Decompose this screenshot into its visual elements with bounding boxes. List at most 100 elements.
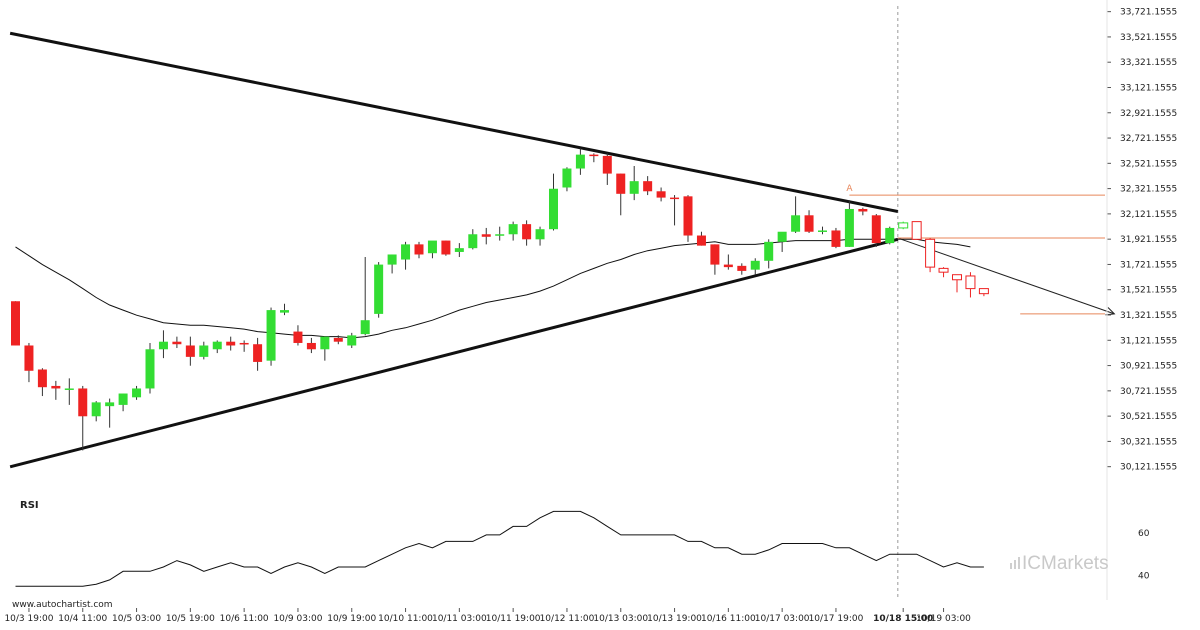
y-tick-label: 31,321.1555 xyxy=(1120,311,1177,321)
candle-body xyxy=(199,345,209,357)
candle-body xyxy=(804,215,814,232)
candle-body xyxy=(670,197,680,200)
candle xyxy=(629,166,639,201)
candle-body xyxy=(212,341,222,350)
moving-average-line xyxy=(15,238,971,339)
candle-body xyxy=(885,227,895,244)
candle-body xyxy=(791,215,801,232)
candle xyxy=(871,214,881,247)
candle xyxy=(212,340,222,354)
candle-body xyxy=(347,335,357,346)
candle xyxy=(64,378,74,405)
candle-body xyxy=(253,344,263,362)
candle-body xyxy=(387,254,397,265)
candle xyxy=(401,241,411,270)
candle-body xyxy=(629,181,639,194)
candle xyxy=(831,227,841,249)
trendline-resistance xyxy=(9,31,899,213)
trendline-support xyxy=(9,237,899,469)
candle-body xyxy=(508,224,518,235)
candle xyxy=(454,243,464,258)
candle-body xyxy=(185,345,195,357)
x-tick-label: 10/17 03:00 xyxy=(755,614,810,624)
candle xyxy=(965,272,976,298)
candle xyxy=(885,226,895,245)
candle xyxy=(522,220,532,246)
candle-body xyxy=(266,310,276,361)
candle xyxy=(737,263,747,275)
brand-logo: ICMarkets xyxy=(1010,553,1109,574)
candle-body xyxy=(158,341,168,350)
candle-body xyxy=(78,388,88,417)
candle xyxy=(710,244,720,275)
candle xyxy=(616,173,626,216)
candle xyxy=(750,258,760,275)
candle-body xyxy=(589,154,599,157)
candle xyxy=(51,380,61,400)
candle xyxy=(414,241,424,259)
candle xyxy=(320,336,330,361)
y-tick-label: 33,521.1555 xyxy=(1120,33,1177,43)
x-tick-label: 10/5 03:00 xyxy=(112,614,161,624)
x-tick-label: 10/3 19:00 xyxy=(4,614,53,624)
candle xyxy=(132,385,142,400)
y-tick-label: 30,921.1555 xyxy=(1120,362,1177,372)
x-tick-label: 10/9 19:00 xyxy=(327,614,376,624)
candle xyxy=(24,342,34,383)
candle-body xyxy=(549,188,558,230)
candle-body xyxy=(965,275,976,290)
candle xyxy=(91,401,101,422)
candle xyxy=(226,336,236,351)
svg-text:ICMarkets: ICMarkets xyxy=(1022,553,1109,574)
candle-body xyxy=(938,267,949,273)
candle-body xyxy=(91,402,101,417)
candle xyxy=(105,398,115,428)
candle xyxy=(280,303,289,316)
candle xyxy=(938,267,949,278)
candle-body xyxy=(764,241,774,261)
candle xyxy=(804,210,814,233)
candle-body xyxy=(737,265,747,271)
candle-body xyxy=(293,331,303,343)
candle-body xyxy=(535,229,545,240)
candle-body xyxy=(427,240,437,254)
x-tick-label: 10/5 19:00 xyxy=(166,614,215,624)
candle-body xyxy=(844,208,854,247)
candle-body xyxy=(64,388,74,390)
y-tick-label: 30,321.1555 xyxy=(1120,437,1177,447)
candle xyxy=(508,221,518,241)
y-tick-label: 30,121.1555 xyxy=(1120,463,1177,473)
candle-body xyxy=(306,342,316,350)
candle-body xyxy=(818,230,827,232)
candle xyxy=(858,207,868,216)
candle-body xyxy=(51,385,61,389)
candle-body xyxy=(952,274,962,281)
rsi-title: RSI xyxy=(20,500,39,511)
candle-body xyxy=(374,264,384,314)
candle-body xyxy=(898,222,909,229)
y-tick-label: 32,921.1555 xyxy=(1120,109,1177,119)
candle-body xyxy=(118,393,128,405)
candle-body xyxy=(683,196,693,236)
candle-body xyxy=(360,320,370,335)
candle xyxy=(185,336,195,366)
x-tick-label: 10/9 03:00 xyxy=(273,614,322,624)
candle xyxy=(306,337,316,354)
candle-body xyxy=(858,208,868,212)
candle-body xyxy=(978,288,989,295)
candle-body xyxy=(562,168,572,188)
candle xyxy=(158,330,168,359)
candle-body xyxy=(643,181,653,192)
time-axis: 10/3 19:00 10/4 11:00 10/5 03:00 10/5 19:00… xyxy=(4,608,971,624)
x-tick-label: 10/18 15:00 xyxy=(873,614,933,624)
y-tick-label: 33,321.1555 xyxy=(1120,58,1177,68)
candle-body xyxy=(750,260,760,270)
candle-body xyxy=(831,230,841,247)
y-tick-label: 33,721.1555 xyxy=(1120,8,1177,18)
x-tick-label: 10/11 19:00 xyxy=(486,614,541,624)
candle xyxy=(791,196,801,233)
candle xyxy=(911,221,922,240)
x-tick-label: 10/19 03:00 xyxy=(916,614,971,624)
candle-body xyxy=(696,235,706,246)
y-tick-label: 32,521.1555 xyxy=(1120,159,1177,169)
